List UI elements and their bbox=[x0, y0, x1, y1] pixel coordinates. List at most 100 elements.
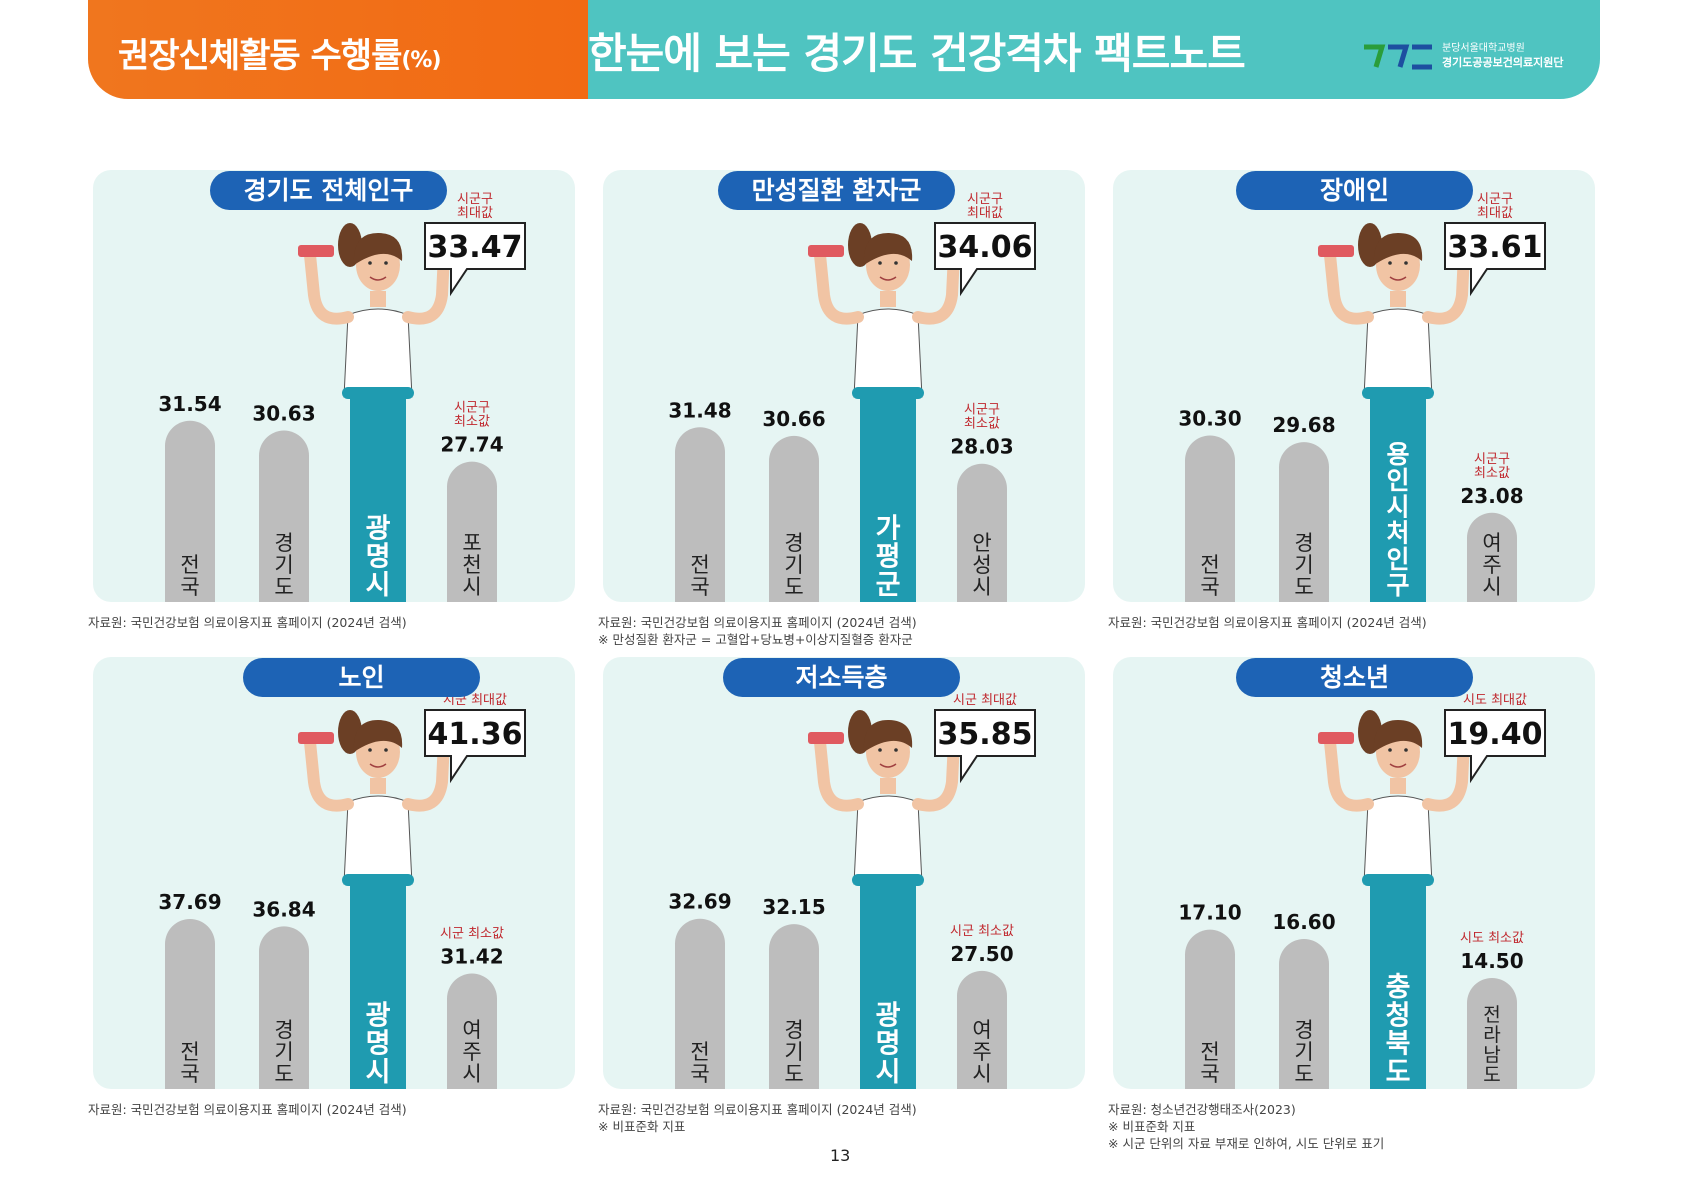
bar bbox=[1370, 882, 1426, 1089]
min-caption: 시군구 bbox=[1474, 452, 1510, 467]
svg-text:천: 천 bbox=[462, 553, 481, 577]
chart-panel: 전 국 32.69 경 기 도 32.15 광 명 시 35.85 시군 최대값 여 주 시 27.50 시군 … bbox=[598, 657, 1085, 1134]
svg-text:명: 명 bbox=[876, 1029, 901, 1060]
section-title-text: 권장신체활동 수행률 bbox=[118, 36, 402, 76]
svg-text:도: 도 bbox=[1483, 1064, 1500, 1086]
category-label: 경기도 bbox=[274, 1018, 293, 1086]
source-note: 자료원: 국민건강보험 의료이용지표 홈페이지 (2024년 검색) bbox=[88, 614, 407, 631]
chart-panel: 전 국 31.54 경 기 도 30.63 광 명 시 33.47 시군구 최대값 포 천 시 27.74 시군구… bbox=[88, 170, 575, 630]
value-label: 35.85 bbox=[938, 717, 1033, 752]
svg-text:기: 기 bbox=[274, 553, 293, 577]
svg-text:도: 도 bbox=[1294, 575, 1313, 599]
value-label: 32.69 bbox=[668, 890, 731, 914]
svg-text:포: 포 bbox=[462, 531, 481, 555]
svg-text:남: 남 bbox=[1483, 1044, 1500, 1066]
svg-text:북: 북 bbox=[1386, 1029, 1411, 1060]
max-value-callout: 41.36 bbox=[424, 709, 526, 784]
bar-chart: 전국31.48경기도30.66가평군34.06시군구최대값안성시28.03시군구… bbox=[668, 192, 1036, 602]
logo-line1: 분당서울대학교병원 bbox=[1442, 43, 1525, 54]
bar bbox=[675, 427, 725, 602]
bar bbox=[1279, 938, 1329, 1089]
max-caption: 시군 최대값 bbox=[953, 693, 1017, 708]
svg-text:전: 전 bbox=[690, 553, 709, 577]
svg-text:인: 인 bbox=[1386, 466, 1409, 495]
max-caption: 시군구 bbox=[1477, 192, 1513, 207]
min-caption: 시군 최소값 bbox=[440, 927, 504, 942]
svg-text:시: 시 bbox=[876, 1057, 901, 1088]
exercising-woman-icon bbox=[298, 710, 460, 886]
category-label: 전국 bbox=[1200, 553, 1219, 599]
bar bbox=[447, 973, 497, 1089]
value-label: 28.03 bbox=[950, 435, 1013, 459]
svg-text:시: 시 bbox=[972, 1062, 991, 1086]
value-label: 23.08 bbox=[1460, 484, 1523, 508]
category-label: 가평군 bbox=[876, 513, 901, 601]
value-label: 30.30 bbox=[1178, 406, 1241, 430]
value-label: 32.15 bbox=[762, 895, 825, 919]
bar bbox=[1467, 512, 1517, 602]
category-label: 여주시 bbox=[1482, 531, 1501, 599]
value-label: 27.50 bbox=[950, 942, 1013, 966]
value-label: 19.40 bbox=[1448, 717, 1543, 752]
svg-text:군: 군 bbox=[876, 570, 901, 601]
group-title: 경기도 전체인구 bbox=[210, 171, 447, 210]
svg-text:성: 성 bbox=[972, 553, 991, 577]
max-caption: 최대값 bbox=[1477, 206, 1513, 221]
bar bbox=[350, 882, 406, 1089]
value-label: 41.36 bbox=[428, 717, 523, 752]
svg-text:경: 경 bbox=[274, 1018, 293, 1042]
min-caption: 시도 최소값 bbox=[1460, 931, 1524, 946]
svg-text:처: 처 bbox=[1386, 519, 1409, 548]
bar bbox=[259, 926, 309, 1089]
source-line: ※ 만성질환 환자군 = 고혈압+당뇨병+이상지질혈증 환자군 bbox=[598, 632, 913, 647]
document-title: 한눈에 보는 경기도 건강격차 팩트노트 bbox=[588, 29, 1246, 78]
svg-text:시: 시 bbox=[366, 570, 391, 601]
bar bbox=[957, 463, 1007, 602]
category-label: 광명시 bbox=[876, 1000, 901, 1088]
svg-text:기: 기 bbox=[784, 553, 803, 577]
svg-text:라: 라 bbox=[1483, 1024, 1500, 1046]
svg-text:경: 경 bbox=[1294, 531, 1313, 555]
source-line: ※ 시군 단위의 자료 부재로 인하여, 시도 단위로 표기 bbox=[1108, 1136, 1385, 1151]
source-note: 자료원: 청소년건강행태조사(2023) ※ 비표준화 지표 ※ 시군 단위의 자료… bbox=[1108, 1101, 1384, 1152]
max-value-callout: 33.47 bbox=[424, 222, 526, 297]
source-note: 자료원: 국민건강보험 의료이용지표 홈페이지 (2024년 검색) ※ 만성질환… bbox=[598, 614, 917, 648]
category-label: 전국 bbox=[180, 553, 199, 599]
page-number: 13 bbox=[830, 1146, 851, 1165]
chart-panel: 전 국 31.48 경 기 도 30.66 가 평 군 34.06 시군구 최대값 안 성 시 28.03 시군구… bbox=[598, 170, 1085, 647]
logo-text: 분당서울대학교병원 경기도공공보건의료지원단 bbox=[1442, 42, 1563, 70]
svg-text:전: 전 bbox=[690, 1040, 709, 1064]
value-label: 31.54 bbox=[158, 392, 221, 416]
source-note: 자료원: 국민건강보험 의료이용지표 홈페이지 (2024년 검색) bbox=[88, 1101, 407, 1118]
source-line: ※ 비표준화 지표 bbox=[598, 1119, 686, 1134]
svg-text:광: 광 bbox=[366, 1000, 391, 1031]
min-caption: 시군구 bbox=[454, 401, 490, 416]
svg-text:주: 주 bbox=[462, 1040, 481, 1064]
category-label: 광명시 bbox=[366, 1000, 391, 1088]
organization-logo: 분당서울대학교병원 경기도공공보건의료지원단 bbox=[1362, 40, 1592, 74]
header-left-band: 권장신체활동 수행률(%) bbox=[88, 0, 588, 99]
svg-text:기: 기 bbox=[1294, 553, 1313, 577]
source-line: 자료원: 국민건강보험 의료이용지표 홈페이지 (2024년 검색) bbox=[88, 1102, 407, 1117]
max-value-callout: 34.06 bbox=[934, 222, 1036, 297]
source-note: 자료원: 국민건강보험 의료이용지표 홈페이지 (2024년 검색) bbox=[1108, 614, 1427, 631]
source-line: 자료원: 국민건강보험 의료이용지표 홈페이지 (2024년 검색) bbox=[88, 615, 407, 630]
svg-text:국: 국 bbox=[690, 575, 709, 599]
svg-text:국: 국 bbox=[690, 1062, 709, 1086]
svg-text:도: 도 bbox=[784, 1062, 803, 1086]
value-label: 33.47 bbox=[428, 230, 523, 265]
value-label: 36.84 bbox=[252, 897, 315, 921]
max-caption: 최대값 bbox=[457, 206, 493, 221]
bar bbox=[860, 395, 916, 602]
bar-chart: 전국31.54경기도30.63광명시33.47시군구최대값포천시27.74시군구… bbox=[158, 192, 526, 602]
svg-text:충: 충 bbox=[1386, 972, 1411, 1003]
svg-text:광: 광 bbox=[876, 1000, 901, 1031]
chart-panel: 전 국 17.10 경 기 도 16.60 충 청 북 도 19.40 시도 최대값 전 라 남 도 14.50 시… bbox=[1108, 657, 1595, 1151]
bar bbox=[1370, 395, 1426, 602]
category-label: 광명시 bbox=[366, 513, 391, 601]
svg-text:여: 여 bbox=[1482, 531, 1501, 555]
value-label: 14.50 bbox=[1460, 949, 1523, 973]
min-caption: 최소값 bbox=[1474, 466, 1510, 481]
